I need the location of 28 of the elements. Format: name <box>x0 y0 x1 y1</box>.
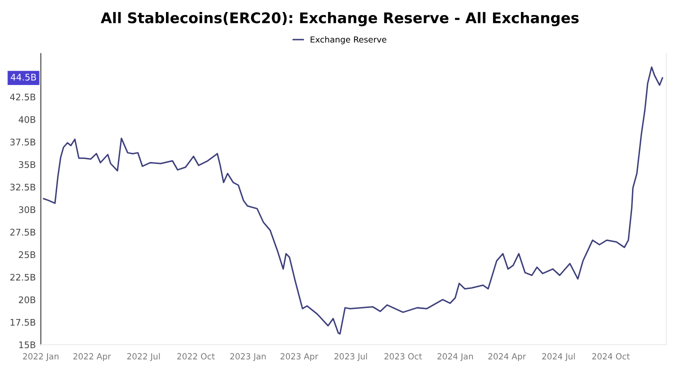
y-tick-label: 42.5B <box>10 94 36 100</box>
x-tick-label: 2024 Jan <box>437 353 473 362</box>
x-tick-label: 2022 Apr <box>73 353 112 362</box>
y-tick-label: 27.5B <box>10 228 36 236</box>
x-tick-label: 2024 Oct <box>592 353 630 360</box>
legend-label: Exchange Reserve <box>310 36 386 44</box>
x-tick-label: 2023 Jan <box>230 353 266 362</box>
y-tick-label: 30B <box>18 206 36 214</box>
y-tick-label: 15B <box>19 342 36 348</box>
y-tick-label: 35B <box>18 161 36 168</box>
x-tick-label: 2023 Jul <box>334 353 367 362</box>
y-tick-label: 22.5B <box>10 274 36 281</box>
y-tick-label: 32.5B <box>10 184 36 191</box>
x-tick-label: 2023 Apr <box>280 353 318 362</box>
x-tick-label: 2024 Jul <box>542 353 575 362</box>
y-tick-label: 17.5B <box>10 319 36 326</box>
y-tick-label: 25B <box>18 251 36 258</box>
y-tick-label: 40B <box>18 116 36 123</box>
x-tick-label: 2022 Jul <box>127 353 160 362</box>
x-tick-label: 2023 Oct <box>384 353 422 360</box>
x-tick-label: 2024 Apr <box>488 353 526 362</box>
line-series <box>42 66 664 335</box>
y-tick-label: 37.5B <box>10 138 36 146</box>
y-tick-label: 20B <box>18 296 36 304</box>
x-tick-label: 2022 Oct <box>177 353 215 360</box>
x-tick-label: 2022 Jan <box>23 353 58 362</box>
text: 44.5B <box>10 74 36 81</box>
chart-title: All Stablecoins(ERC20): Exchange Reserve - All Exchanges <box>100 12 579 26</box>
